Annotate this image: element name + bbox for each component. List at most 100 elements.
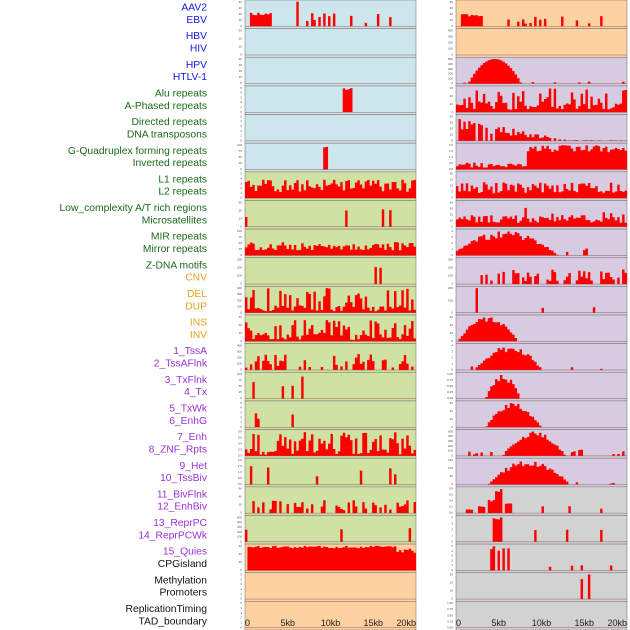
svg-text:10: 10 <box>450 102 454 106</box>
svg-text:1.00: 1.00 <box>447 372 453 376</box>
svg-text:100: 100 <box>448 76 453 80</box>
svg-text:L1 repeats: L1 repeats <box>158 174 207 185</box>
svg-text:0.2: 0.2 <box>449 505 454 509</box>
svg-text:60: 60 <box>450 315 454 319</box>
svg-text:200: 200 <box>237 298 242 302</box>
svg-text:0.25: 0.25 <box>447 619 453 623</box>
svg-text:11_BivFlnk: 11_BivFlnk <box>157 489 208 500</box>
svg-text:0.6: 0.6 <box>238 435 243 439</box>
svg-text:20: 20 <box>239 503 243 507</box>
svg-text:1.0: 1.0 <box>238 470 243 474</box>
svg-text:10: 10 <box>239 331 243 335</box>
svg-text:20: 20 <box>450 331 454 335</box>
svg-text:3_TxFlnk: 3_TxFlnk <box>165 375 208 386</box>
svg-text:30: 30 <box>239 6 243 10</box>
svg-text:40: 40 <box>239 552 243 556</box>
svg-text:400: 400 <box>448 29 453 33</box>
svg-text:20kb: 20kb <box>396 618 416 628</box>
svg-text:20: 20 <box>450 581 454 585</box>
svg-text:60: 60 <box>450 401 454 405</box>
svg-text:40: 40 <box>450 323 454 327</box>
svg-text:10kb: 10kb <box>532 618 552 628</box>
svg-text:50: 50 <box>239 241 243 245</box>
svg-text:100: 100 <box>448 47 453 51</box>
svg-text:MIR repeats: MIR repeats <box>151 232 207 243</box>
svg-text:0.00: 0.00 <box>447 625 453 629</box>
svg-text:20: 20 <box>450 94 454 98</box>
svg-text:1.00: 1.00 <box>447 601 453 605</box>
svg-text:2_TssAFlnk: 2_TssAFlnk <box>154 359 208 370</box>
svg-text:0: 0 <box>456 618 461 628</box>
svg-text:75: 75 <box>239 149 243 153</box>
svg-text:EBV: EBV <box>186 15 207 26</box>
svg-text:500: 500 <box>237 515 242 519</box>
svg-text:75: 75 <box>239 378 243 382</box>
svg-text:20: 20 <box>450 12 454 16</box>
svg-text:400: 400 <box>237 344 242 348</box>
svg-text:200: 200 <box>237 530 242 534</box>
svg-text:20: 20 <box>450 126 454 130</box>
svg-text:50: 50 <box>450 474 454 478</box>
svg-text:5kb: 5kb <box>491 618 506 628</box>
svg-text:40: 40 <box>450 409 454 413</box>
svg-text:100: 100 <box>237 274 242 278</box>
svg-text:100: 100 <box>237 229 242 233</box>
svg-text:TAD_boundary: TAD_boundary <box>139 616 208 627</box>
svg-text:8_ZNF_Rpts: 8_ZNF_Rpts <box>149 444 207 455</box>
svg-text:DUP: DUP <box>185 301 207 312</box>
svg-text:20: 20 <box>239 208 243 212</box>
svg-text:15_Quies: 15_Quies <box>163 547 207 558</box>
svg-text:30: 30 <box>450 120 454 124</box>
svg-text:10: 10 <box>450 132 454 136</box>
svg-text:30: 30 <box>239 63 243 67</box>
svg-text:400: 400 <box>237 520 242 524</box>
svg-text:12_EnhBiv: 12_EnhBiv <box>157 502 208 513</box>
svg-text:100: 100 <box>237 143 242 147</box>
svg-text:G-Quadruplex forming repeats: G-Quadruplex forming repeats <box>68 146 207 157</box>
svg-text:40: 40 <box>450 0 454 4</box>
svg-text:400: 400 <box>448 434 453 438</box>
svg-text:0.50: 0.50 <box>447 384 453 388</box>
svg-text:10: 10 <box>239 75 243 79</box>
svg-text:150: 150 <box>448 458 453 462</box>
svg-text:Z-DNA motifs: Z-DNA motifs <box>146 260 207 271</box>
svg-text:100: 100 <box>448 298 453 302</box>
svg-text:0.5: 0.5 <box>449 161 454 165</box>
svg-text:20kb: 20kb <box>607 618 627 628</box>
svg-text:15: 15 <box>450 178 454 182</box>
svg-text:Directed repeats: Directed repeats <box>131 117 207 128</box>
svg-text:HTLV-1: HTLV-1 <box>173 72 207 83</box>
svg-text:10: 10 <box>239 18 243 22</box>
svg-text:200: 200 <box>448 286 453 290</box>
svg-text:14_ReprPCWk: 14_ReprPCWk <box>138 530 208 541</box>
svg-text:10: 10 <box>450 184 454 188</box>
svg-text:10: 10 <box>450 18 454 22</box>
svg-text:100: 100 <box>237 362 242 366</box>
svg-text:Alu repeats: Alu repeats <box>155 89 207 100</box>
svg-text:1.5: 1.5 <box>449 149 454 153</box>
svg-text:ReplicationTiming: ReplicationTiming <box>126 604 208 615</box>
svg-text:300: 300 <box>237 258 242 262</box>
svg-text:75: 75 <box>239 235 243 239</box>
svg-text:100: 100 <box>237 535 242 539</box>
svg-text:20: 20 <box>239 37 243 41</box>
svg-text:20: 20 <box>450 212 454 216</box>
svg-text:0.75: 0.75 <box>447 378 453 382</box>
svg-text:50: 50 <box>239 155 243 159</box>
svg-text:40: 40 <box>239 495 243 499</box>
svg-text:15kb: 15kb <box>574 618 594 628</box>
svg-text:AAV2: AAV2 <box>181 3 207 14</box>
svg-text:300: 300 <box>448 35 453 39</box>
svg-text:0.25: 0.25 <box>447 390 453 394</box>
svg-text:HIV: HIV <box>190 44 207 55</box>
svg-text:2.0: 2.0 <box>238 458 243 462</box>
svg-text:40: 40 <box>239 57 243 61</box>
svg-text:40: 40 <box>450 114 454 118</box>
svg-text:10: 10 <box>239 45 243 49</box>
svg-text:10: 10 <box>239 216 243 220</box>
svg-text:20: 20 <box>239 560 243 564</box>
svg-text:0.2: 0.2 <box>238 447 243 451</box>
svg-text:10: 10 <box>450 218 454 222</box>
svg-text:300: 300 <box>237 350 242 354</box>
svg-text:0.0: 0.0 <box>449 511 454 515</box>
